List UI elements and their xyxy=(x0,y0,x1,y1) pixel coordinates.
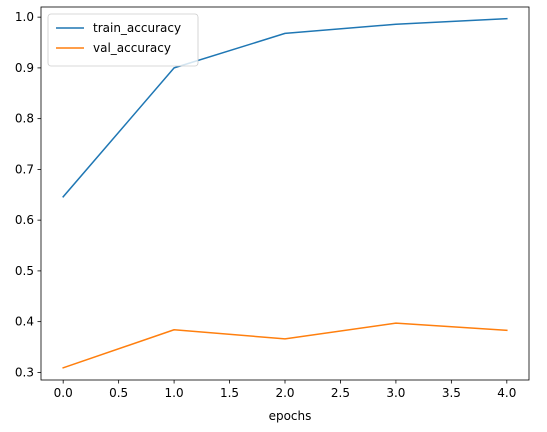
x-tick-label: 4.0 xyxy=(497,386,516,400)
legend-label: train_accuracy xyxy=(93,21,181,35)
x-tick-label: 2.0 xyxy=(275,386,294,400)
legend-box xyxy=(47,13,199,67)
y-tick-label: 0.3 xyxy=(15,365,34,379)
y-tick-label: 0.4 xyxy=(15,315,34,329)
y-axis-ticks: 0.3 0.4 0.5 0.6 0.7 0.8 0.9 1.0 xyxy=(15,10,41,379)
y-tick-label: 0.7 xyxy=(15,162,34,176)
x-axis-label: epochs xyxy=(269,409,312,423)
x-tick-label: 1.5 xyxy=(220,386,239,400)
series-line-val-accuracy xyxy=(62,322,508,369)
x-tick-label: 3.5 xyxy=(442,386,461,400)
x-tick-label: 0.0 xyxy=(54,386,73,400)
legend-label: val_accuracy xyxy=(93,41,171,55)
y-tick-label: 0.8 xyxy=(15,112,34,126)
x-tick-label: 3.0 xyxy=(386,386,405,400)
x-tick-label: 0.5 xyxy=(109,386,128,400)
x-axis-ticks: 0.0 0.5 1.0 1.5 2.0 2.5 3.0 3.5 4.0 xyxy=(54,380,516,400)
y-tick-label: 0.9 xyxy=(15,61,34,75)
y-tick-label: 1.0 xyxy=(15,10,34,24)
legend: train_accuracy val_accuracy xyxy=(47,13,199,67)
series-layer xyxy=(62,17,508,369)
y-tick-label: 0.5 xyxy=(15,264,34,278)
y-tick-label: 0.6 xyxy=(15,213,34,227)
x-tick-label: 1.0 xyxy=(165,386,184,400)
x-tick-label: 2.5 xyxy=(331,386,350,400)
series-line-train-accuracy xyxy=(62,17,508,198)
